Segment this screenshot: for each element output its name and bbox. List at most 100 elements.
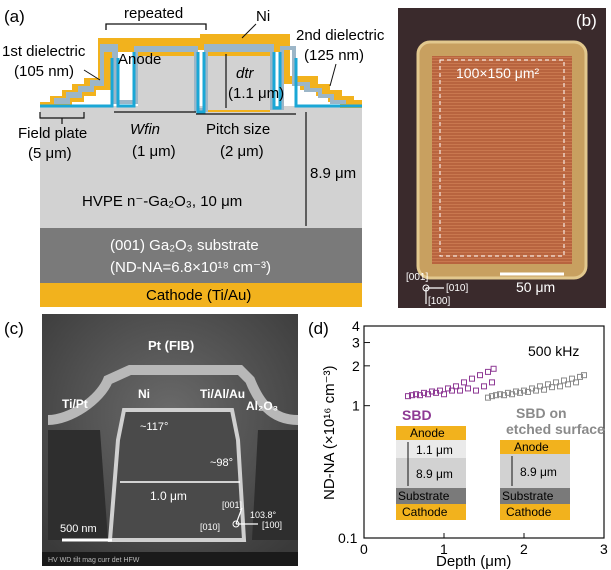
fin-array	[432, 56, 572, 264]
data-point	[413, 391, 419, 398]
axis-100-b: [100]	[428, 296, 450, 307]
inset1-anode	[396, 426, 466, 440]
y-tick-label: 4	[352, 318, 360, 334]
inset2-anode	[500, 440, 570, 454]
inset1-layer	[396, 440, 466, 458]
active-area-box	[439, 59, 565, 257]
panel-label-c: (c)	[4, 319, 24, 338]
inset2-substrate-label: Substrate	[502, 489, 554, 503]
y-tick-label: 2	[352, 358, 360, 374]
field-plate-label: Field plate	[18, 125, 87, 142]
tialau-label: Ti/Al/Au	[200, 387, 245, 401]
depth-label: 8.9 μm	[310, 165, 356, 182]
dielectric-layer	[44, 44, 346, 112]
inset1-anode-label: Anode	[410, 426, 445, 440]
data-point	[489, 393, 495, 400]
ni-contact	[40, 52, 362, 114]
axis-arrow-c	[235, 507, 243, 525]
al2o3-label: Al₂O₃	[246, 399, 278, 413]
data-point	[565, 381, 571, 388]
data-point	[453, 383, 459, 390]
data-point	[553, 379, 559, 386]
dtr-value: (1.1 μm)	[228, 85, 284, 102]
data-point	[497, 391, 503, 398]
axis-001-c: [001]	[222, 500, 242, 510]
scale-label-b: 50 μm	[516, 279, 555, 295]
inset2-d2: 8.9 μm	[520, 465, 557, 479]
repeated-label: repeated	[124, 5, 183, 22]
ni-leader	[241, 23, 257, 39]
repeated-bracket	[105, 23, 207, 30]
inset1-substrate-label: Substrate	[398, 489, 450, 503]
data-point	[437, 387, 443, 394]
x-axis-label: Depth (μm)	[436, 553, 511, 570]
angle2-label: ~98°	[210, 457, 233, 469]
panel-c: HV WD tilt mag curr det HFW (c) Pt (FIB)…	[4, 314, 299, 566]
width-label-c: 1.0 μm	[150, 489, 187, 503]
data-point	[525, 388, 531, 395]
hvpe-label: HVPE n⁻-Ga₂O₃, 10 μm	[82, 193, 242, 210]
data-point	[465, 385, 471, 392]
data-point	[485, 394, 491, 401]
axis-010-b: [010]	[446, 283, 468, 294]
data-point	[505, 389, 511, 396]
data-point	[473, 387, 479, 394]
panel-b: (b) 100×150 μm² 50 μm [001] [010] [100]	[398, 8, 606, 308]
data-point	[521, 387, 527, 394]
first-dielectric-label: 1st dielectric	[2, 43, 86, 60]
wfin-value: (1 μm)	[132, 143, 176, 160]
sem-outer-layer	[47, 365, 299, 425]
data-point	[541, 386, 547, 393]
data-point	[581, 372, 587, 379]
fin	[138, 56, 194, 106]
panel-label-b: (b)	[576, 11, 597, 30]
cathode-label: Cathode (Ti/Au)	[146, 287, 251, 304]
y-tick-label: 0.1	[338, 530, 358, 546]
data-point	[533, 387, 539, 394]
data-point	[490, 365, 497, 372]
hvpe-layer	[40, 106, 362, 228]
x-tick-label: 3	[600, 541, 608, 557]
data-point	[489, 379, 495, 386]
inset2-anode-label: Anode	[514, 440, 549, 454]
axis-010-c: [010]	[200, 522, 220, 532]
x-tick-label: 0	[360, 541, 368, 557]
second-dielectric-thk: (125 nm)	[304, 47, 364, 64]
sbd-etched-label2: etched surface	[506, 421, 605, 437]
sbd-label: SBD	[402, 407, 432, 423]
data-point	[477, 372, 483, 379]
sem-fin	[107, 408, 247, 542]
data-point	[461, 379, 467, 386]
second-dielectric-leader	[329, 63, 337, 87]
data-point	[485, 368, 491, 375]
field-plate-value: (5 μm)	[28, 145, 72, 162]
x-tick-label: 1	[440, 541, 448, 557]
data-point	[577, 373, 583, 380]
axis-001-b: [001]	[406, 272, 428, 283]
ni-label-c: Ni	[138, 387, 150, 401]
chart-points	[405, 365, 587, 401]
data-point	[481, 383, 487, 390]
sem-footer	[42, 552, 298, 566]
substrate-layer	[40, 228, 362, 283]
inset2-cathode	[500, 504, 570, 520]
inset1-d2: 8.9 μm	[416, 467, 453, 481]
freq-label: 500 kHz	[528, 343, 579, 359]
inset1-cathode	[396, 504, 466, 520]
second-dielectric-label: 2nd dielectric	[296, 27, 385, 44]
axis-100-c: [100]	[262, 520, 282, 530]
area-label: 100×150 μm²	[456, 65, 540, 81]
data-point	[441, 391, 447, 398]
inset1-cathode-label: Cathode	[402, 505, 448, 519]
tipt-label: Ti/Pt	[62, 397, 88, 411]
data-point	[493, 392, 499, 399]
anode-metal	[40, 34, 362, 112]
angle1-label: ~117°	[140, 421, 168, 433]
inset2-cathode-label: Cathode	[506, 505, 552, 519]
y-tick-label: 3	[352, 335, 360, 351]
field-plate-bracket	[39, 112, 85, 124]
sem-trench-left	[48, 430, 108, 540]
